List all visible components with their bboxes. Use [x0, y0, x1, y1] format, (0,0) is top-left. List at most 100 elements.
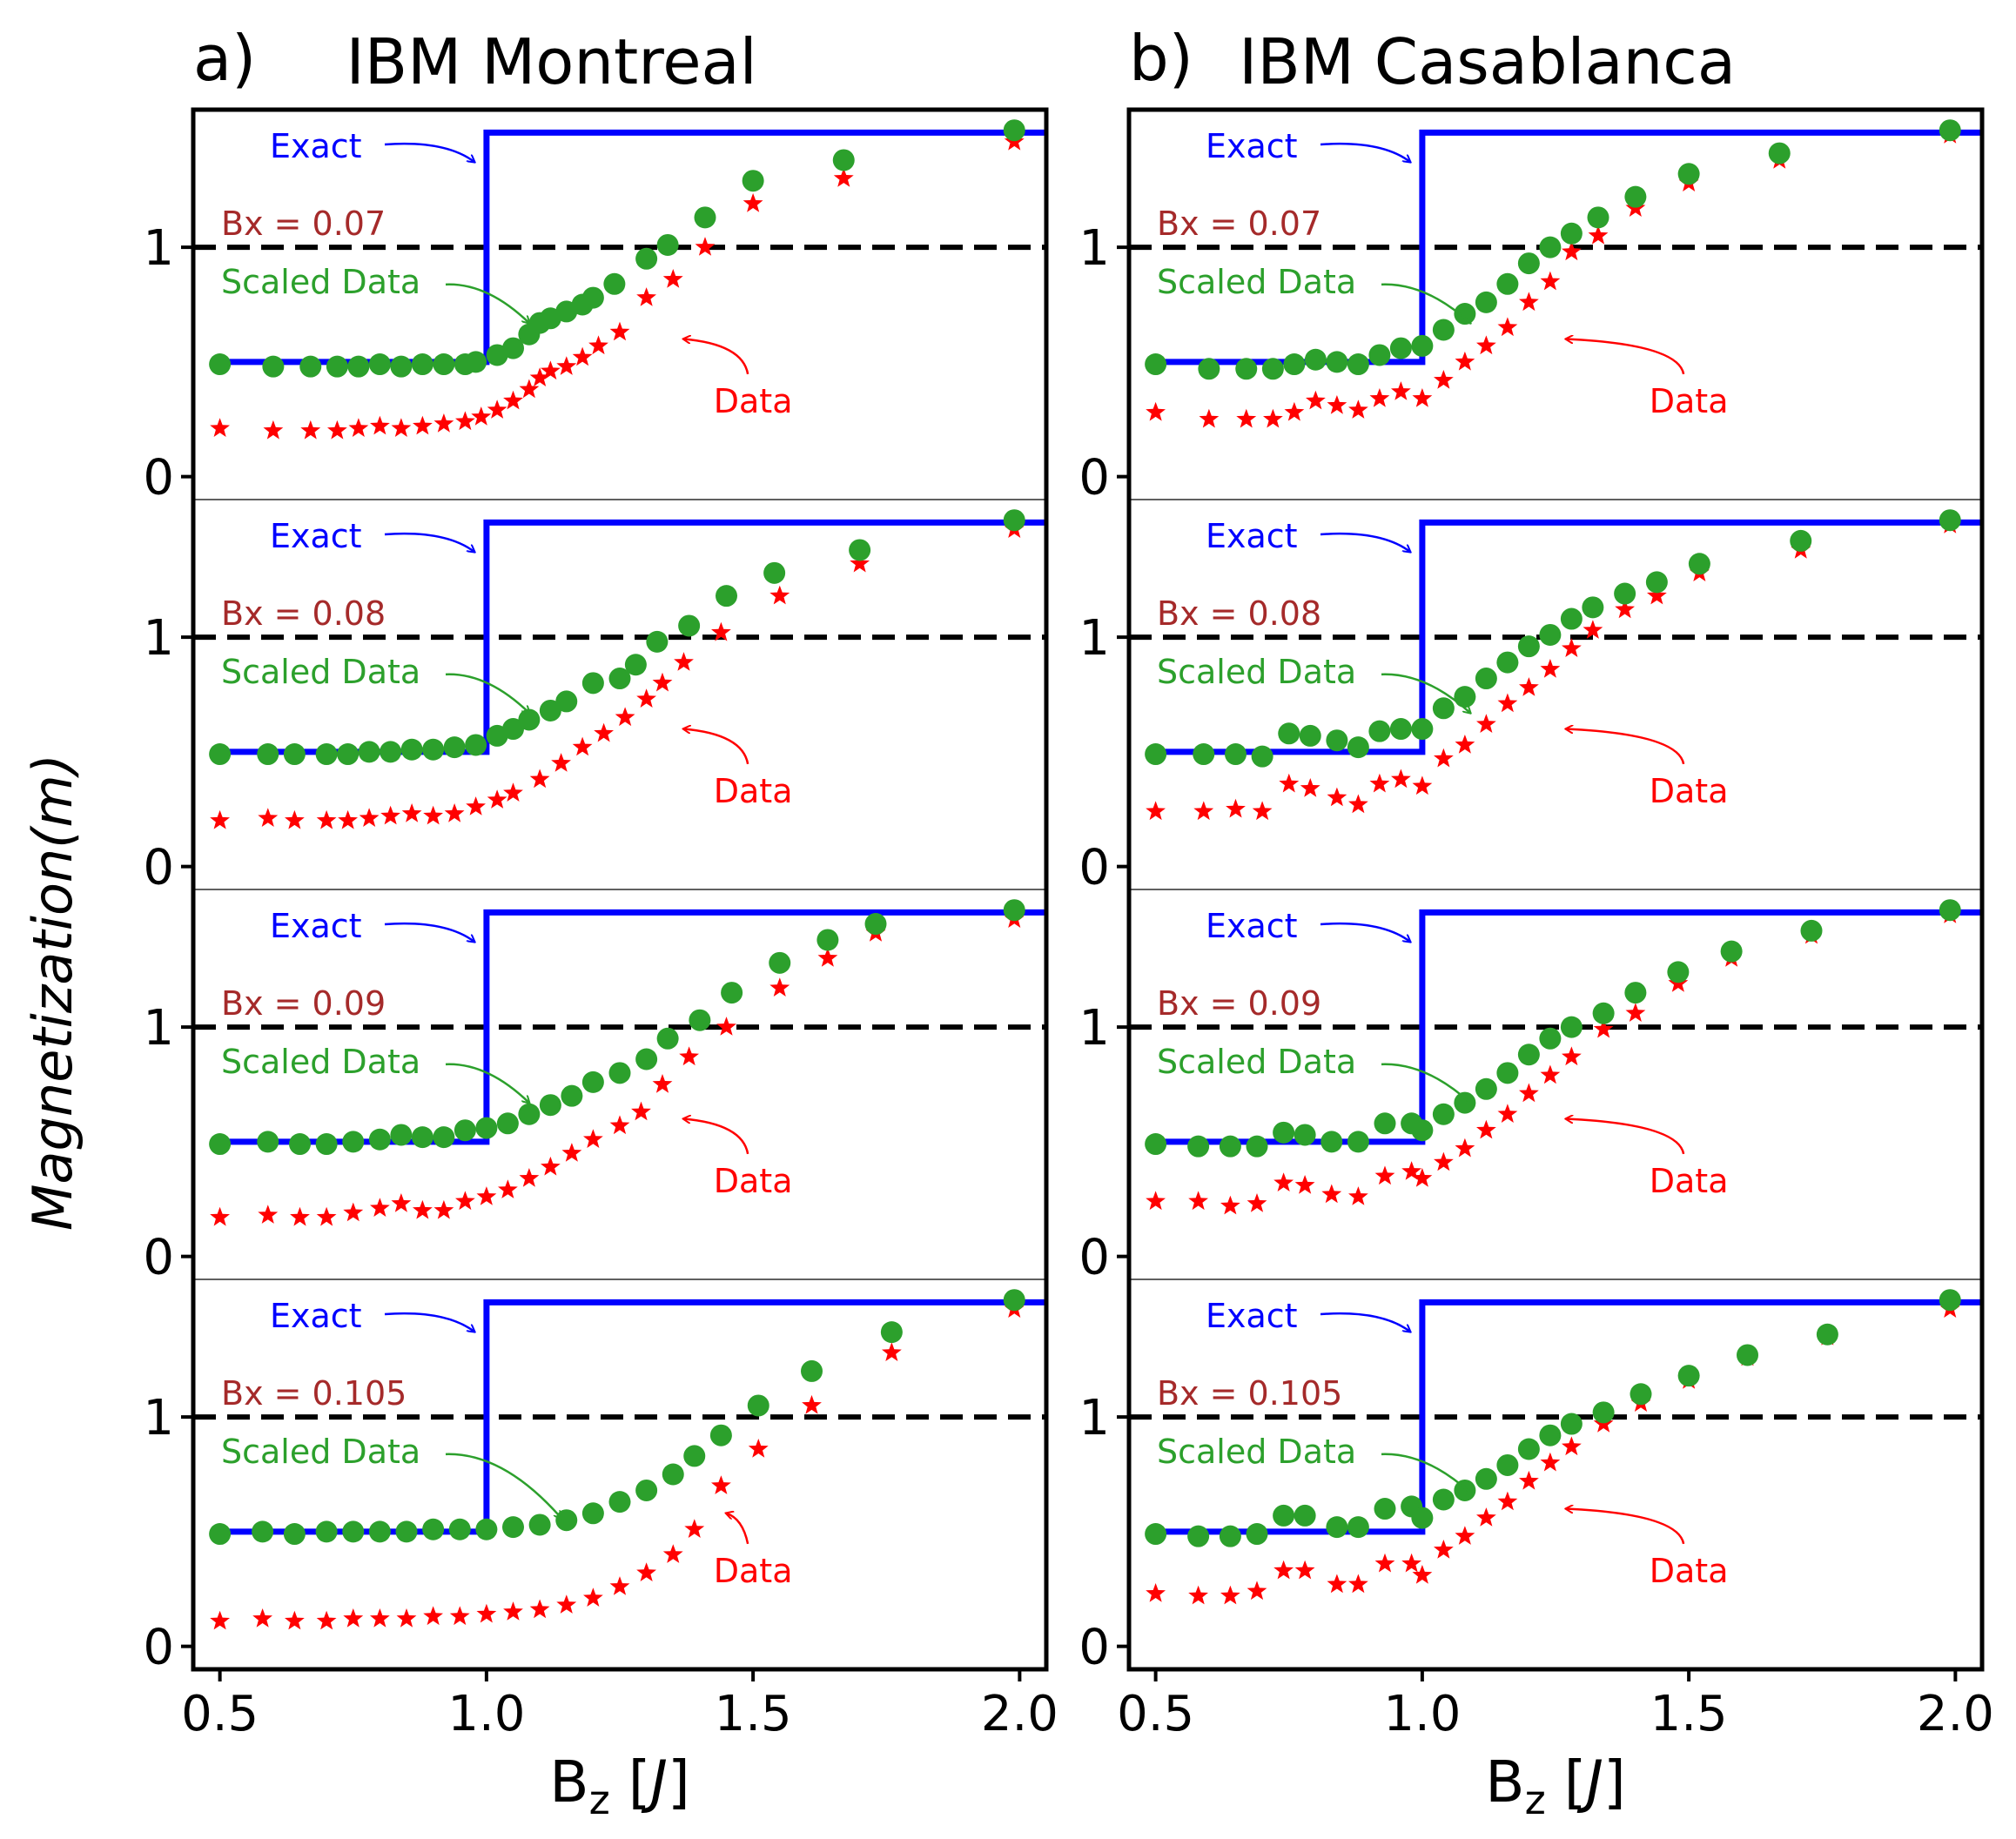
data-point — [1146, 801, 1166, 821]
scaled-point — [1645, 571, 1668, 594]
data-point — [476, 1603, 497, 1623]
data-point — [1294, 1175, 1315, 1194]
scaled-point — [347, 355, 370, 378]
data-arrow — [727, 1513, 749, 1545]
plot-area — [1129, 899, 1982, 1215]
data-point — [1247, 1581, 1267, 1601]
data-point — [423, 1606, 443, 1626]
data-point — [716, 1017, 736, 1036]
exact-arrow — [384, 532, 474, 552]
scaled-point — [694, 206, 716, 229]
scaled-point — [1251, 745, 1273, 768]
scaled-point — [1560, 1413, 1583, 1435]
scaled-point — [1193, 743, 1215, 766]
data-point — [1273, 1172, 1294, 1191]
data-point — [252, 1608, 272, 1628]
scaled-point — [465, 351, 487, 373]
scaled-point — [1539, 1424, 1562, 1446]
scaled-point — [603, 272, 626, 295]
data-arrow — [1566, 729, 1685, 765]
scaled-point — [656, 1027, 679, 1050]
scaled-point — [1582, 596, 1604, 619]
data-point — [391, 418, 412, 437]
scaled-point — [1560, 222, 1583, 245]
data-point — [1321, 1184, 1342, 1204]
y-axis-label: Magnetization(m) — [21, 754, 84, 1231]
scaled-annotation: Scaled Data — [1157, 653, 1356, 691]
scaled-point — [315, 1520, 338, 1543]
data-point — [519, 1168, 540, 1187]
scaled-point — [502, 1516, 524, 1539]
subplot-2: 0 1 Exact Bx = 0.08 Scaled Data Data — [143, 499, 1046, 896]
data-point — [285, 1610, 305, 1630]
bx-label: Bx = 0.105 — [221, 1374, 407, 1413]
scaled-arrow — [1381, 283, 1470, 323]
data-point — [1562, 1046, 1582, 1066]
data-point — [316, 809, 337, 829]
data-point — [316, 1610, 337, 1630]
scaled-point — [528, 1513, 551, 1536]
scaled-point — [315, 743, 338, 766]
scaled-point — [683, 1445, 706, 1467]
data-point — [359, 808, 380, 827]
scaled-point — [656, 233, 679, 256]
data-point — [455, 1191, 475, 1211]
x-tick-label: 1.0 — [447, 1686, 525, 1742]
scaled-point — [1475, 1077, 1497, 1100]
scaled-point — [880, 1321, 903, 1344]
data-point — [343, 1608, 364, 1628]
data-point — [348, 418, 369, 437]
scaled-point — [1411, 718, 1434, 741]
scaled-point — [763, 561, 786, 584]
scaled-point — [1145, 1133, 1167, 1156]
scaled-point — [1368, 344, 1391, 366]
data-arrow — [684, 339, 749, 375]
x-axis-label: Bz [J] — [549, 1748, 689, 1823]
data-point — [615, 707, 635, 727]
data-point — [1284, 401, 1305, 421]
scaled-point — [1539, 236, 1562, 258]
data-point — [1220, 1195, 1240, 1215]
data-point — [1220, 1585, 1240, 1605]
data-point — [1562, 1436, 1582, 1456]
exact-annotation: Exact — [1206, 517, 1298, 555]
data-point — [541, 360, 561, 380]
scaled-point — [678, 614, 701, 637]
scaled-point — [581, 286, 604, 309]
scaled-point — [1347, 736, 1369, 759]
data-point — [1294, 1560, 1315, 1580]
data-point — [1273, 1560, 1294, 1580]
scaled-point — [1145, 353, 1167, 376]
data-point — [1327, 1574, 1347, 1594]
scaled-point — [475, 1117, 498, 1139]
data-point — [1391, 381, 1411, 400]
scaled-point — [299, 355, 322, 378]
data-point — [711, 621, 731, 641]
data-annotation: Data — [1650, 382, 1729, 420]
scaled-point — [1432, 697, 1455, 720]
scaled-point — [635, 1479, 658, 1501]
data-point — [1476, 335, 1496, 355]
data-point — [1412, 775, 1433, 795]
data-point — [258, 808, 279, 827]
scaled-point — [283, 1523, 306, 1546]
scaled-point — [1003, 899, 1025, 922]
scaled-point — [769, 951, 791, 974]
scaled-point — [209, 1133, 232, 1156]
scaled-point — [1939, 509, 1961, 532]
scaled-point — [1198, 358, 1220, 380]
exact-arrow — [1320, 142, 1410, 162]
data-point — [1146, 1583, 1166, 1602]
scaled-point — [1496, 1062, 1519, 1084]
x-tick-label: 1.5 — [715, 1686, 792, 1742]
bx-label: Bx = 0.09 — [1157, 984, 1321, 1023]
panel-title: IBM Casablanca — [1239, 25, 1736, 98]
data-point — [396, 1608, 417, 1628]
scaled-point — [1454, 303, 1476, 326]
subplot-4: 0 1 Exact Bx = 0.105 Scaled Data Data — [143, 1279, 1046, 1676]
scaled-point — [1432, 1488, 1455, 1511]
panel-frame — [1126, 107, 1985, 1672]
y-tick-label: 1 — [143, 220, 174, 277]
scaled-point — [1592, 1401, 1615, 1424]
